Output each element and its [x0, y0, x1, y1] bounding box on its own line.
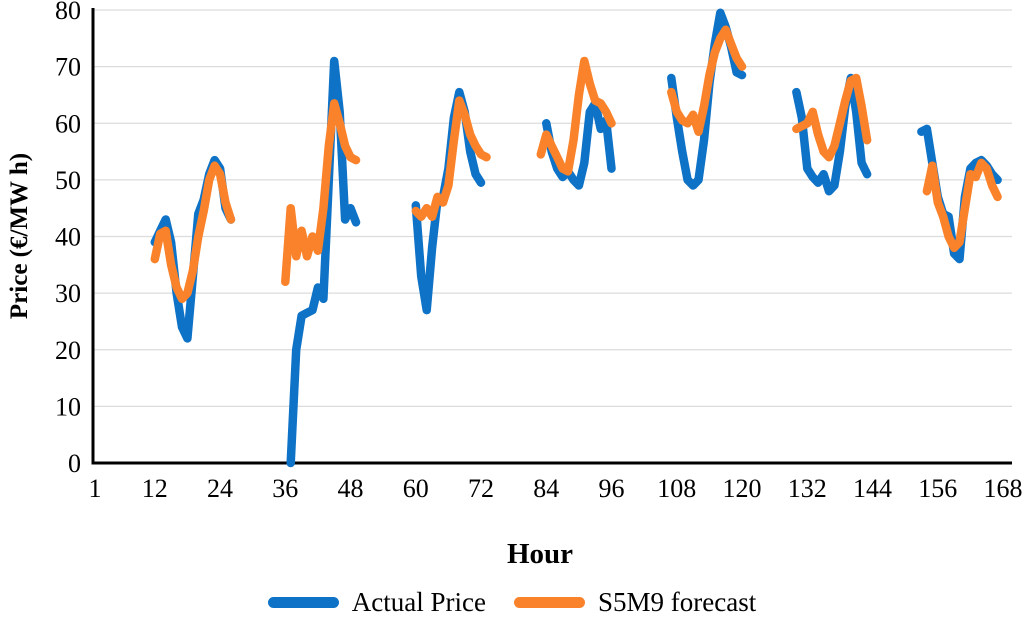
y-tick-label: 80 — [55, 0, 81, 25]
x-tick-label: 96 — [599, 474, 625, 503]
legend-item-actual-price: Actual Price — [267, 586, 486, 617]
series-line-actual-price — [542, 99, 616, 190]
y-tick-label: 50 — [55, 166, 81, 195]
y-tick-label: 60 — [55, 109, 81, 138]
x-tick-label: 48 — [338, 474, 364, 503]
y-axis-title: Price (€/MW h) — [6, 153, 33, 319]
series-line-s5m9-forecast — [281, 99, 361, 287]
y-tick-label: 10 — [55, 392, 81, 421]
series-line-actual-price — [792, 73, 872, 196]
x-tick-label: 60 — [403, 474, 429, 503]
x-tick-label: 156 — [918, 474, 957, 503]
x-tick-label: 36 — [272, 474, 298, 503]
y-tick-label: 0 — [68, 449, 81, 478]
x-tick-label: 120 — [723, 474, 762, 503]
legend-label-s5m9-forecast: S5M9 forecast — [597, 586, 757, 617]
series-line-s5m9-forecast — [667, 25, 747, 136]
y-tick-label: 70 — [55, 53, 81, 82]
legend-swatch-actual-price — [267, 596, 339, 608]
y-tick-label: 20 — [55, 336, 81, 365]
x-tick-label: 132 — [788, 474, 827, 503]
legend-item-s5m9-forecast: S5M9 forecast — [513, 586, 757, 617]
series-line-s5m9-forecast — [536, 56, 616, 176]
x-tick-label: 24 — [207, 474, 233, 503]
series-line-actual-price — [286, 56, 361, 468]
x-tick-label: 1 — [89, 474, 102, 503]
y-tick-label: 40 — [55, 223, 81, 252]
series-line-s5m9-forecast — [150, 161, 236, 304]
x-tick-label: 144 — [853, 474, 892, 503]
y-tick-label: 30 — [55, 279, 81, 308]
x-tick-label: 12 — [142, 474, 168, 503]
legend-swatch-s5m9-forecast — [513, 596, 585, 608]
x-tick-label: 72 — [468, 474, 494, 503]
series-line-s5m9-forecast — [792, 73, 872, 162]
series-line-s5m9-forecast — [922, 158, 1002, 253]
chart-legend: Actual Price S5M9 forecast — [0, 584, 1024, 620]
x-tick-label: 168 — [984, 474, 1023, 503]
x-tick-label: 108 — [657, 474, 696, 503]
x-axis-title: Hour — [507, 538, 573, 570]
series-line-s5m9-forecast — [411, 96, 491, 221]
legend-label-actual-price: Actual Price — [351, 586, 486, 617]
x-tick-label: 84 — [533, 474, 559, 503]
